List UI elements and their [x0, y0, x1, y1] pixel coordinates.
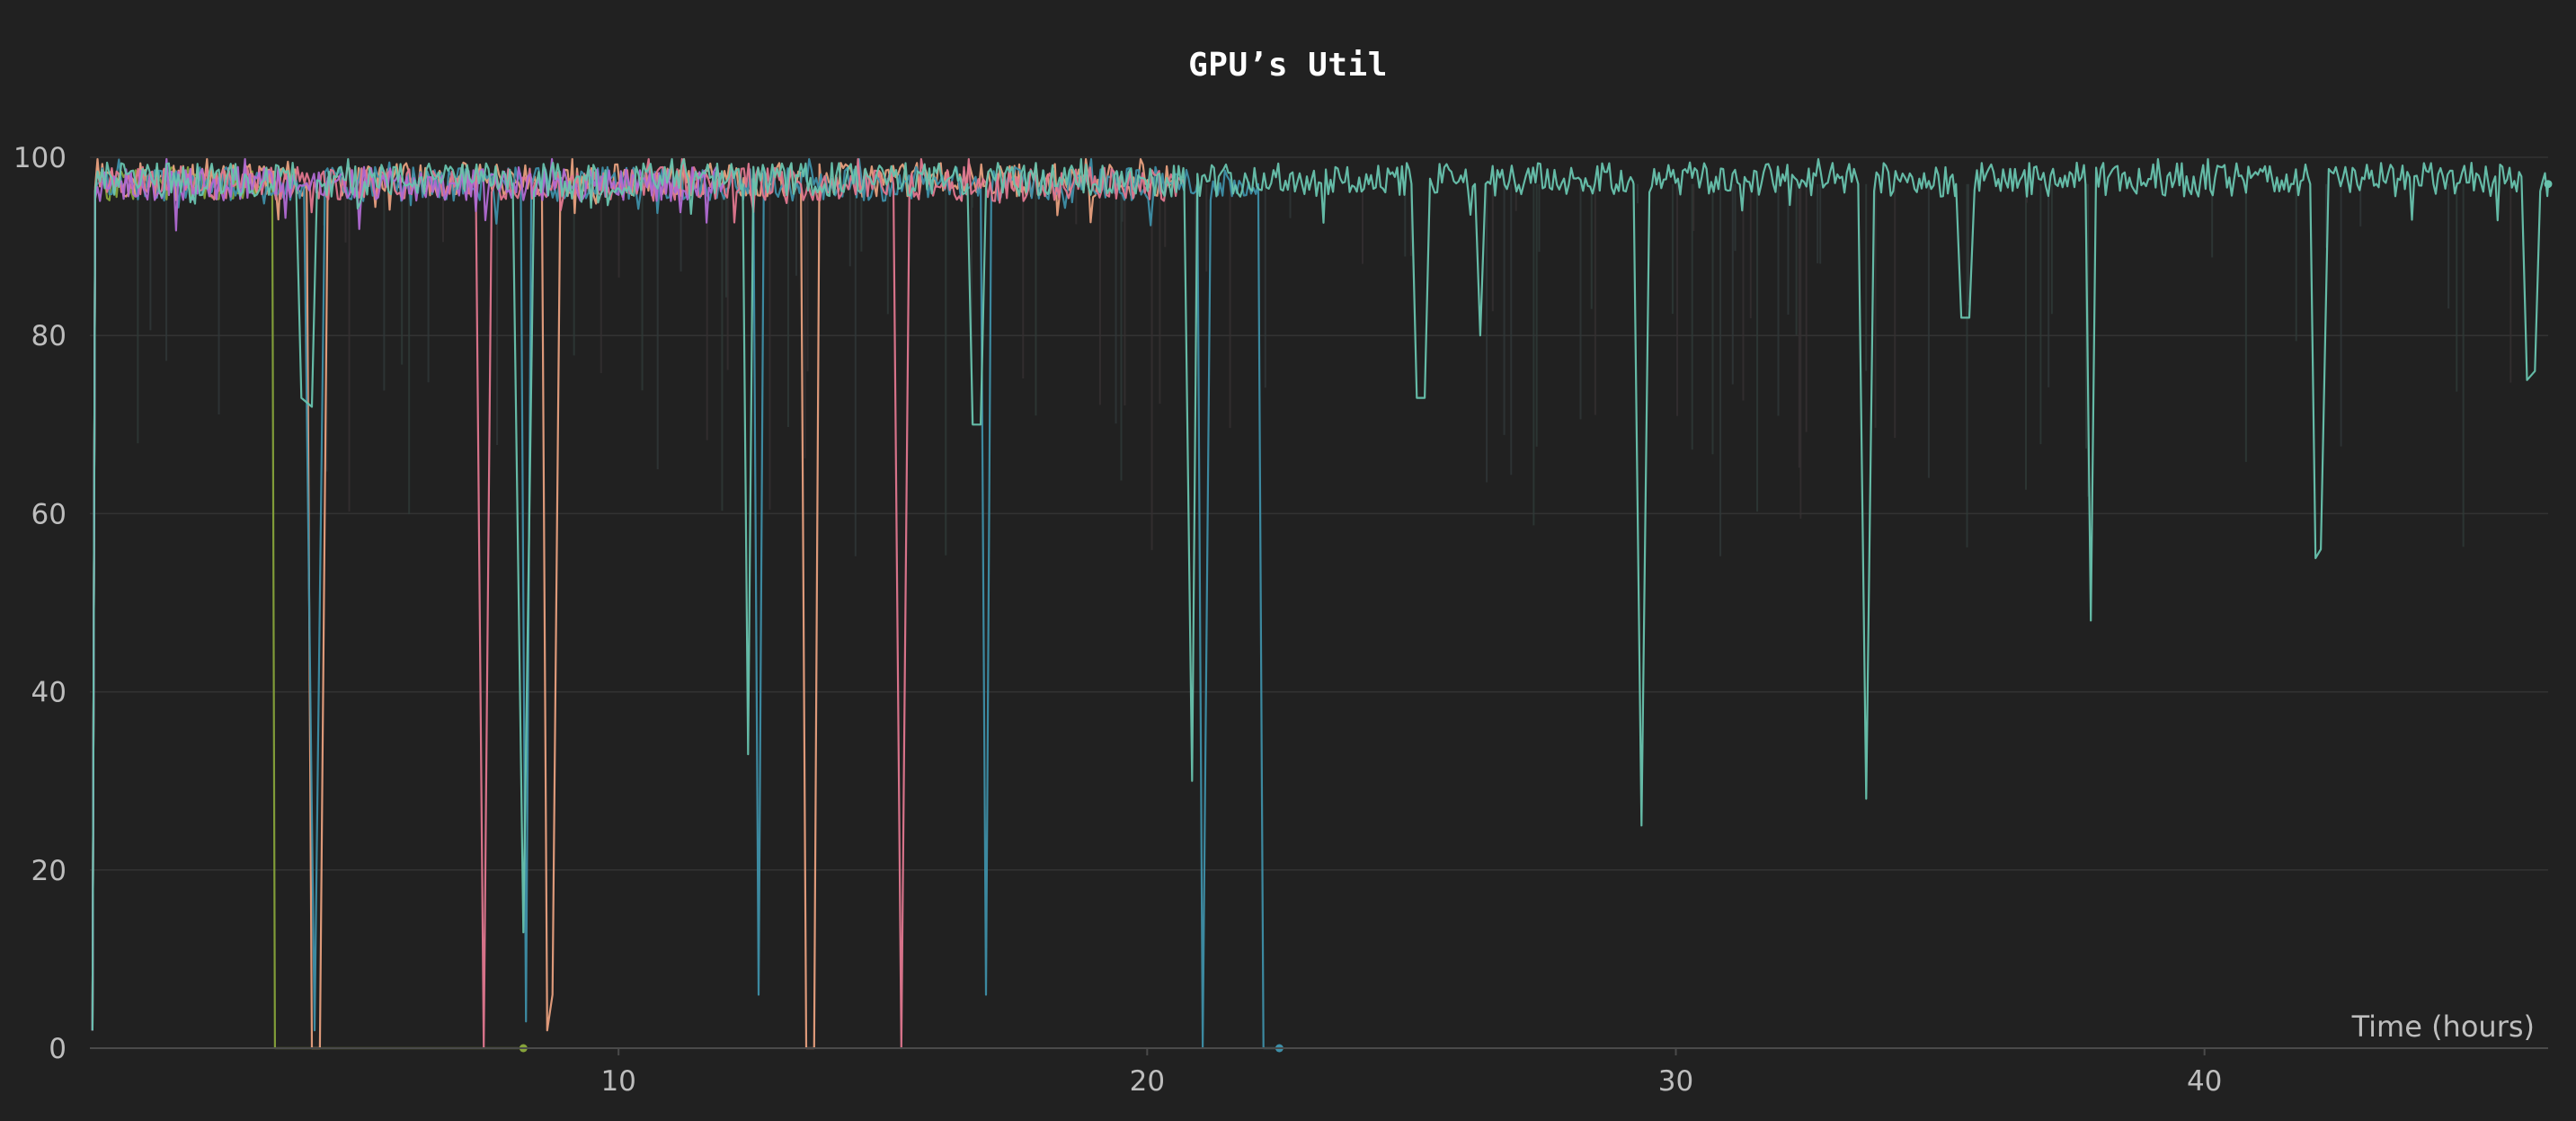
x-tick-label: 20 — [1130, 1065, 1165, 1098]
x-tick-label: 40 — [2187, 1065, 2222, 1098]
ghost-spikes — [137, 183, 2512, 556]
y-tick-label: 100 — [13, 142, 67, 174]
axes: 0 20 40 60 80 100 10 20 30 40 — [13, 142, 2548, 1098]
series-line-3 — [91, 157, 1186, 1050]
chart-title: GPU’s Util — [1188, 47, 1388, 84]
x-tick-label: 30 — [1658, 1065, 1693, 1098]
y-tick-label: 80 — [31, 320, 67, 352]
y-tick-label: 20 — [31, 855, 67, 887]
series-line-1 — [91, 157, 1175, 1050]
y-tick-label: 0 — [49, 1033, 67, 1065]
gridlines — [90, 156, 2548, 871]
series-end-point — [2544, 180, 2553, 189]
series-lines — [91, 157, 2553, 1053]
series-line-5 — [91, 157, 2550, 1031]
y-tick-label: 40 — [31, 677, 67, 709]
x-tick-label: 10 — [600, 1065, 635, 1098]
x-axis-title: Time (hours) — [2351, 1010, 2535, 1044]
series-line-2 — [91, 157, 1280, 1050]
y-tick-label: 60 — [31, 498, 67, 530]
